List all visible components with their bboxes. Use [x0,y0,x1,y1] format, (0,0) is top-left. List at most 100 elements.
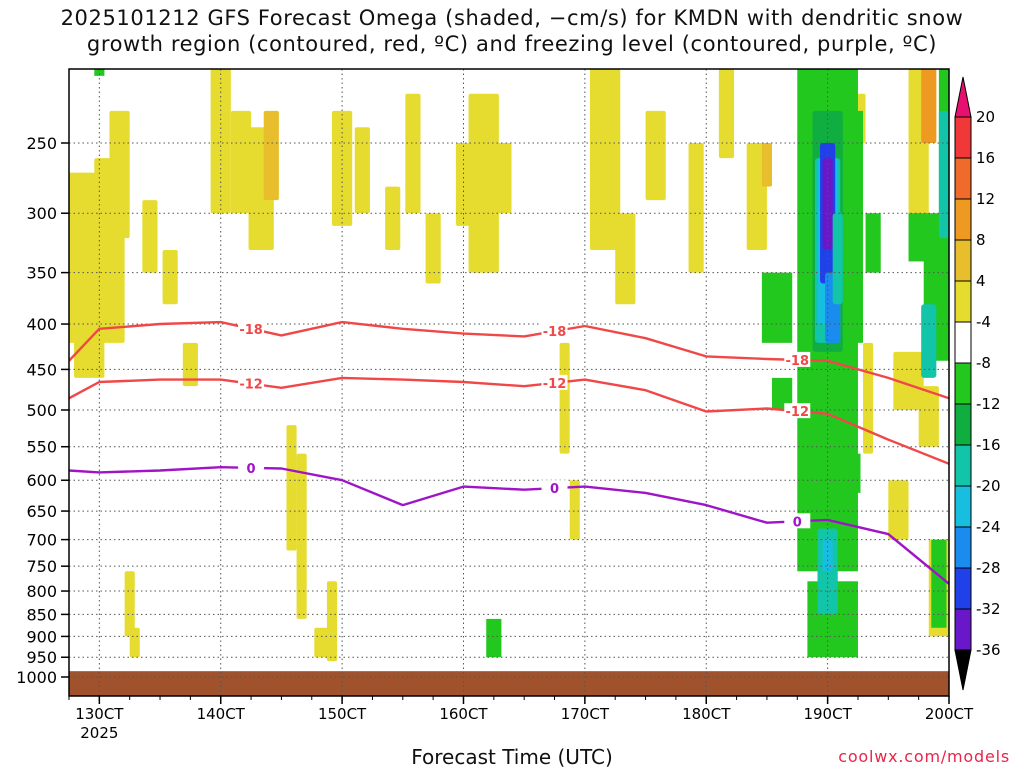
x-tick-label: 180CT [682,705,731,723]
contour-label: 0 [793,515,802,530]
chart-title-line1: 2025101212 GFS Forecast Omega (shaded, −… [60,6,964,30]
omega-cell [918,386,939,447]
contour-label-bg [541,323,568,339]
colorbar-label: -8 [976,354,991,372]
colorbar-label: 16 [976,149,995,167]
omega-cell [832,213,843,305]
contour-label-bg [238,375,265,391]
contour-label-bg [784,513,811,529]
y-tick-label: 550 [26,438,57,457]
omega-cell [559,342,570,454]
omega-cell [425,213,441,284]
y-tick-label: 250 [26,134,57,153]
x-tick-label: 150CT [318,705,367,723]
omega-cell [888,480,909,540]
colorbar-box [954,526,972,569]
colorbar-label: -12 [976,395,1001,413]
omega-cell [230,110,252,214]
colorbar-label: -16 [976,436,1001,454]
omega-cell [921,304,937,378]
omega-cell [938,110,949,239]
contour-label-bg [238,320,265,336]
colorbar-label: 8 [976,231,986,249]
omega-cell [569,480,580,540]
contour-label-bg [541,480,568,496]
y-tick-label: 600 [26,471,57,490]
omega-cell [863,342,874,454]
omega-cell [354,127,370,214]
colorbar-top-arrow [954,76,972,118]
axes: 250 300 350 400 450 500 550 600 650 700 750 800 850 9… [16,134,974,742]
y-tick-label: 400 [26,315,57,334]
omega-cell [921,69,937,143]
y-tick-label: 800 [26,582,57,601]
watermark: coolwx.com/models [838,747,1010,766]
contour-label-bg [541,374,568,390]
omega-cell [162,249,178,305]
omega-cell [210,69,231,214]
omega-cell [94,69,105,76]
x-tick-label: 200CT [925,705,974,723]
contour-label: -12 [786,405,810,420]
contour-lines: -18 -18 -18 -12 -12 -12 0 0 0 [69,320,949,585]
y-tick-label: 850 [26,605,57,624]
terrain-band [69,671,949,696]
y-tick-label: 1000 [16,668,57,687]
omega-cell [771,377,793,410]
omega-cell [688,143,704,273]
y-tick-label: 950 [26,648,57,667]
colorbar-box [954,444,972,487]
colorbar-box [954,157,972,200]
contour-label: -18 [239,323,263,338]
x-axis-title: Forecast Time (UTC) [411,745,613,769]
y-tick-label: 500 [26,401,57,420]
colorbar-box [954,198,972,241]
omega-cell [761,143,772,187]
contour-label: 0 [247,462,256,477]
contour-label: 0 [550,482,559,497]
y-tick-label: 900 [26,627,57,646]
y-tick-label: 750 [26,557,57,576]
omega-cell [455,143,472,226]
colorbar-label: 4 [976,272,986,290]
omega-cell [615,213,636,305]
contour-label-bg [784,403,811,419]
omega-cell [718,69,735,159]
colorbar-label: 12 [976,190,995,208]
omega-cell [314,627,330,658]
contour-label-bg [238,459,265,475]
omega-shading [69,69,949,696]
colorbar-label: 20 [976,108,995,126]
colorbar-label: -36 [976,641,1001,659]
colorbar-box [954,403,972,446]
contour-label: -12 [543,377,567,392]
omega-cell [761,272,793,343]
colorbar-box [954,239,972,282]
x-tick-year: 2025 [80,724,118,742]
omega-cell [286,425,297,551]
x-tick-label: 160CT [439,705,488,723]
omega-cell [326,581,338,662]
omega-cell [468,93,499,273]
y-tick-label: 650 [26,502,57,521]
grid-lines [69,69,949,696]
omega-cell [865,213,881,273]
omega-cell [589,69,621,250]
contour-label: -12 [239,378,263,393]
colorbar-label: -20 [976,477,1001,495]
omega-cell [296,453,307,619]
colorbar-box [954,362,972,405]
y-tick-label: 450 [26,360,57,379]
colorbar-box [954,116,972,159]
colorbar-box [954,567,972,610]
colorbar-box [954,608,972,651]
colorbar-label: -28 [976,559,1001,577]
plot-frame [68,68,950,697]
omega-cell [129,627,140,658]
colorbar-label: -32 [976,600,1001,618]
omega-cell [817,591,838,615]
y-tick-label: 350 [26,264,57,283]
omega-cell [142,200,158,273]
omega-cell [486,618,502,658]
omega-cell [124,571,135,637]
